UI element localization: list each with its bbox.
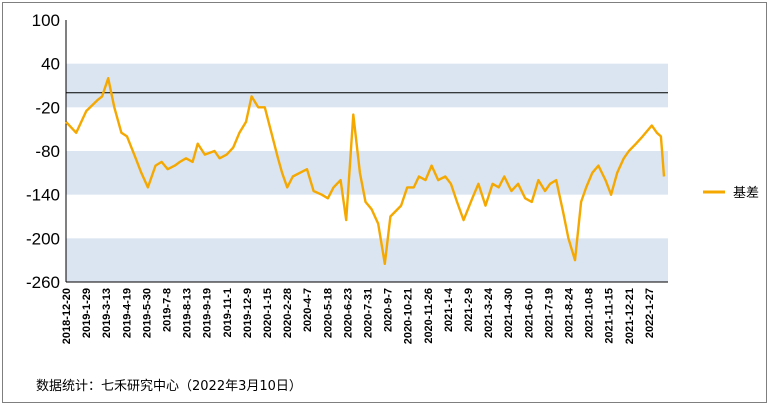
x-axis: 2018-12-20 2019-1-29 2019-3-13 2019-4-19 201… — [61, 281, 668, 344]
x-tick-label: 2019-9-19 — [202, 288, 214, 338]
x-tick-label: 2022-1-27 — [644, 288, 656, 338]
x-tick-label: 2021-10-8 — [584, 288, 596, 338]
x-tick-label: 2019-11-1 — [222, 288, 234, 338]
x-tick-label: 2021-6-10 — [523, 288, 535, 338]
x-tick-label: 2020-11-26 — [423, 288, 435, 344]
shaded-band-0 — [66, 63, 668, 108]
x-tick-label: 2021-4-30 — [503, 288, 515, 338]
x-tick-label: 2019-3-13 — [101, 288, 113, 338]
x-tick-label: 2021-1-4 — [443, 287, 455, 332]
x-tick-label: 2019-7-8 — [162, 288, 174, 332]
x-tick-label: 2019-8-13 — [182, 288, 194, 338]
y-tick-label: -80 — [35, 142, 60, 161]
legend: 基差 — [703, 186, 759, 201]
x-tick-label: 2019-5-30 — [141, 288, 153, 338]
x-tick-label: 2020-5-18 — [322, 288, 334, 338]
shaded-bands — [66, 63, 668, 282]
x-tick-label: 2020-10-21 — [403, 288, 415, 344]
x-tick-label: 2020-2-28 — [282, 288, 294, 338]
x-tick-label: 2021-3-24 — [483, 287, 495, 338]
x-tick-label: 2020-4-7 — [302, 288, 314, 332]
chart-frame — [2, 2, 767, 403]
legend-label: 基差 — [733, 186, 759, 201]
x-tick-label: 2021-7-19 — [543, 288, 555, 338]
x-tick-label: 2018-12-20 — [61, 288, 73, 344]
x-tick-label: 2020-6-23 — [342, 288, 354, 338]
x-tick-label: 2019-1-29 — [81, 288, 93, 338]
y-tick-label: -140 — [26, 186, 60, 205]
series-line-jicha — [65, 76, 666, 265]
y-tick-label: 100 — [32, 11, 60, 30]
x-tick-label: 2021-2-9 — [463, 288, 475, 332]
y-tick-label: -260 — [26, 273, 60, 292]
y-tick-label: -200 — [26, 229, 60, 248]
y-tick-label: 40 — [41, 55, 60, 74]
x-tick-label: 2019-4-19 — [121, 288, 133, 338]
x-tick-label: 2020-1-15 — [262, 288, 274, 338]
x-tick-label: 2021-8-24 — [564, 287, 576, 338]
series-layer — [65, 76, 666, 265]
x-tick-label: 2020-9-7 — [383, 288, 395, 332]
source-note: 数据统计：七禾研究中心（2022年3月10日） — [36, 379, 302, 394]
y-tick-label: -20 — [35, 98, 60, 117]
x-tick-label: 2020-7-31 — [363, 288, 375, 338]
shaded-band-2 — [66, 238, 668, 282]
y-axis: 100 40 -20 -80 -140 -200 -260 — [26, 11, 67, 292]
shaded-band-1 — [66, 151, 668, 195]
x-tick-label: 2021-12-21 — [624, 288, 636, 344]
x-tick-label: 2021-11-15 — [604, 288, 616, 344]
x-tick-label: 2019-12-9 — [242, 288, 254, 338]
